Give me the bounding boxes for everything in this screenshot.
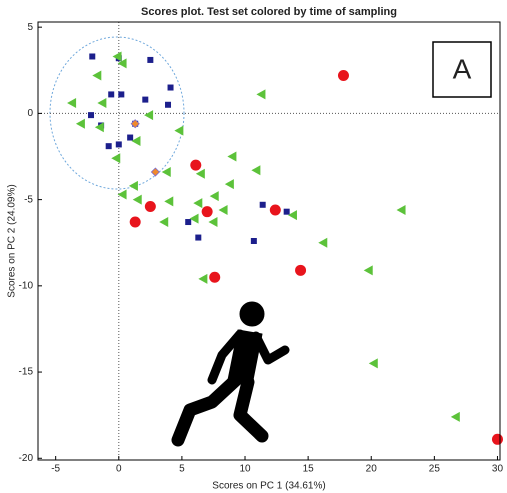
point [111, 153, 121, 164]
point [127, 134, 134, 141]
point [368, 358, 378, 369]
point [209, 191, 219, 202]
point [89, 53, 96, 60]
x-tick-label: 15 [303, 464, 315, 475]
point [75, 118, 85, 129]
point [198, 273, 208, 284]
point [159, 217, 169, 228]
point [295, 264, 307, 276]
point [67, 98, 77, 109]
runner-silhouette [171, 301, 290, 447]
point [161, 167, 171, 178]
point [129, 216, 141, 228]
point [185, 219, 192, 226]
point [117, 58, 127, 69]
point [193, 198, 203, 209]
point [190, 159, 202, 171]
point [105, 143, 112, 150]
point [115, 141, 122, 148]
y-tick-label: 0 [27, 108, 33, 119]
plot-frame [37, 21, 501, 461]
point [108, 91, 115, 98]
point [491, 433, 503, 445]
x-tick-label: 25 [429, 464, 441, 475]
point [189, 213, 199, 224]
point [112, 51, 122, 62]
chart-title: Scores plot. Test set colored by time of… [141, 6, 397, 18]
annotation: A [453, 53, 472, 84]
point [164, 196, 174, 207]
point [165, 101, 172, 108]
point [147, 56, 154, 63]
point [94, 122, 104, 133]
point [144, 110, 154, 121]
point [256, 89, 266, 100]
point [318, 237, 328, 248]
point [396, 204, 406, 215]
point [150, 167, 160, 177]
point [132, 194, 142, 205]
point [208, 217, 218, 228]
x-tick-label: -5 [51, 464, 60, 475]
point [128, 180, 138, 191]
point [195, 234, 202, 241]
point [92, 70, 102, 81]
x-tick-label: 30 [492, 464, 504, 475]
point [259, 201, 266, 208]
x-axis-label: Scores on PC 1 (34.61%) [212, 481, 325, 492]
point [88, 112, 95, 119]
point [218, 204, 228, 215]
point [450, 411, 460, 422]
x-tick-label: 0 [116, 464, 122, 475]
point [227, 151, 237, 162]
x-tick-label: 5 [179, 464, 185, 475]
point [251, 165, 261, 176]
y-tick-label: -15 [19, 367, 34, 378]
point [195, 168, 205, 179]
point [201, 206, 213, 218]
point [363, 265, 373, 276]
x-tick-label: 20 [366, 464, 378, 475]
point [224, 179, 234, 190]
point [167, 84, 174, 91]
y-tick-label: -20 [19, 453, 34, 464]
point [287, 210, 297, 221]
point [142, 96, 149, 103]
point [144, 201, 156, 213]
point [131, 135, 141, 146]
annotation-box [432, 41, 492, 98]
y-tick-label: -5 [24, 194, 33, 205]
x-tick-label: 10 [239, 464, 251, 475]
point [269, 204, 281, 216]
y-tick-label: -10 [19, 280, 34, 291]
y-tick-label: 5 [27, 22, 33, 33]
point [97, 98, 107, 109]
point [117, 189, 127, 200]
point [174, 125, 184, 136]
point [283, 208, 290, 215]
point [130, 119, 140, 129]
point [118, 91, 125, 98]
point [337, 69, 349, 81]
point [250, 238, 257, 244]
point [209, 271, 221, 283]
y-axis-label: Scores on PC 2 (24.09%) [7, 184, 18, 297]
